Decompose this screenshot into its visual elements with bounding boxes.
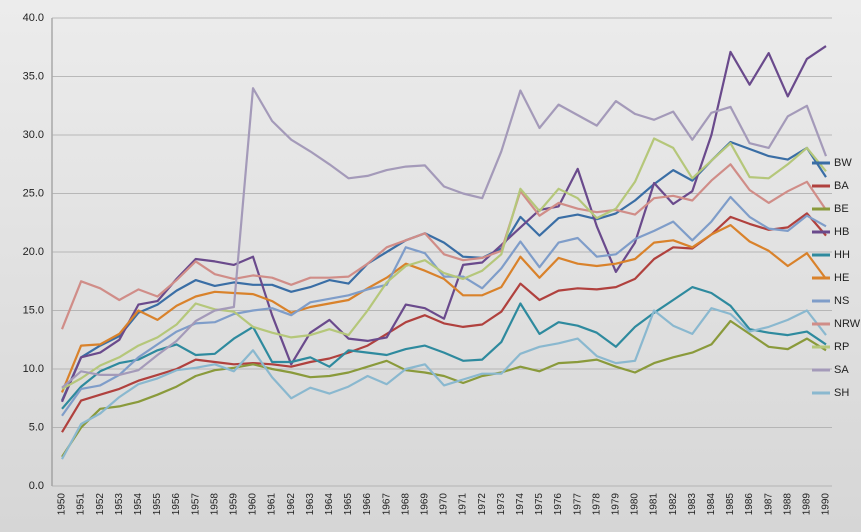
x-tick-label: 1953 bbox=[114, 493, 125, 516]
series-line bbox=[61, 286, 827, 410]
x-tick-label: 1976 bbox=[553, 493, 564, 516]
x-tick-label: 1968 bbox=[400, 493, 411, 516]
x-tick-label: 1952 bbox=[95, 493, 106, 516]
y-tick-label: 15.0 bbox=[23, 304, 44, 316]
x-tick-label: 1971 bbox=[458, 493, 469, 516]
x-tick-label: 1978 bbox=[591, 493, 602, 516]
legend-label: BA bbox=[834, 180, 849, 192]
x-tick-label: 1989 bbox=[802, 493, 813, 516]
y-tick-label: 40.0 bbox=[23, 12, 44, 24]
series-line bbox=[61, 319, 827, 458]
legend-label: RP bbox=[834, 341, 849, 353]
x-tick-label: 1983 bbox=[687, 493, 698, 516]
y-tick-label: 0.0 bbox=[29, 480, 44, 492]
x-tick-label: 1966 bbox=[362, 493, 373, 516]
x-tick-label: 1972 bbox=[477, 493, 488, 516]
series-line bbox=[61, 137, 827, 390]
series-line bbox=[61, 307, 827, 460]
y-tick-label: 10.0 bbox=[23, 363, 44, 375]
x-tick-label: 1977 bbox=[572, 493, 583, 516]
legend-label: BE bbox=[834, 203, 849, 215]
x-tick-label: 1965 bbox=[343, 493, 354, 516]
y-tick-label: 5.0 bbox=[29, 421, 44, 433]
legend-label: SH bbox=[834, 387, 849, 399]
x-tick-label: 1962 bbox=[286, 493, 297, 516]
x-tick-label: 1979 bbox=[611, 493, 622, 516]
x-tick-label: 1964 bbox=[324, 493, 335, 516]
y-tick-label: 25.0 bbox=[23, 187, 44, 199]
legend-label: SA bbox=[834, 364, 849, 376]
series-line bbox=[60, 224, 827, 393]
legend-label: NRW bbox=[834, 318, 861, 330]
x-tick-label: 1950 bbox=[57, 493, 68, 516]
x-tick-label: 1954 bbox=[133, 493, 144, 516]
x-tick-label: 1974 bbox=[515, 493, 526, 516]
y-tick-label: 30.0 bbox=[23, 129, 44, 141]
x-tick-label: 1981 bbox=[649, 493, 660, 516]
x-tick-label: 1961 bbox=[267, 493, 278, 516]
x-tick-label: 1963 bbox=[305, 493, 316, 516]
y-tick-label: 35.0 bbox=[23, 70, 44, 82]
x-tick-label: 1975 bbox=[534, 493, 545, 516]
x-tick-label: 1967 bbox=[381, 493, 392, 516]
legend-label: HE bbox=[834, 272, 849, 284]
x-tick-label: 1987 bbox=[763, 493, 774, 516]
series-line bbox=[61, 87, 828, 389]
x-tick-label: 1951 bbox=[76, 493, 87, 516]
x-tick-label: 1990 bbox=[821, 493, 832, 516]
x-tick-label: 1956 bbox=[171, 493, 182, 516]
x-tick-label: 1982 bbox=[668, 493, 679, 516]
x-tick-label: 1985 bbox=[725, 493, 736, 516]
legend-label: HH bbox=[834, 249, 850, 261]
y-tick-label: 20.0 bbox=[23, 246, 44, 258]
series-line bbox=[60, 163, 827, 330]
x-tick-label: 1959 bbox=[229, 493, 240, 516]
x-tick-label: 1986 bbox=[744, 493, 755, 516]
x-tick-label: 1960 bbox=[248, 493, 259, 516]
x-tick-label: 1969 bbox=[420, 493, 431, 516]
x-tick-label: 1958 bbox=[209, 493, 220, 516]
x-tick-label: 1970 bbox=[439, 493, 450, 516]
x-tick-label: 1973 bbox=[496, 493, 507, 516]
x-tick-label: 1984 bbox=[706, 493, 717, 516]
legend-label: BW bbox=[834, 157, 852, 169]
legend-label: NS bbox=[834, 295, 849, 307]
legend-label: HB bbox=[834, 226, 849, 238]
x-tick-label: 1957 bbox=[190, 493, 201, 516]
x-tick-label: 1955 bbox=[152, 493, 163, 516]
x-tick-label: 1988 bbox=[782, 493, 793, 516]
x-tick-label: 1980 bbox=[630, 493, 641, 516]
